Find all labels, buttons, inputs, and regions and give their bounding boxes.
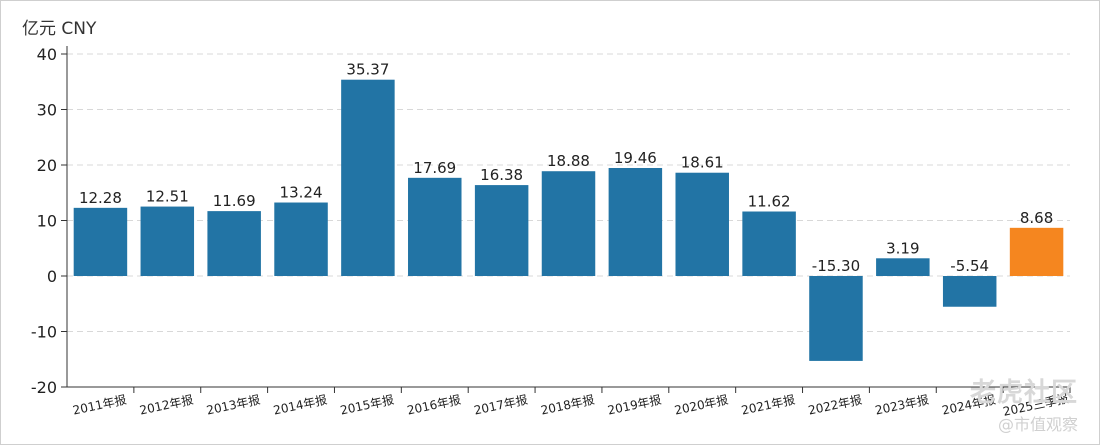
bar-2013年报 [207, 211, 261, 276]
bar-2011年报 [73, 207, 128, 276]
x-tick-label: 2018年报 [539, 392, 595, 418]
data-label: -5.54 [950, 257, 989, 275]
data-label: 13.24 [280, 184, 323, 202]
data-label: 12.28 [79, 189, 122, 207]
data-labels: 12.28 12.51 11.69 13.24 35.37 17.69 16.38 18.88… [79, 61, 1053, 275]
x-tick-label: 2017年报 [472, 392, 528, 418]
bar-2025三季报 [1009, 227, 1064, 276]
watermark-main: 老虎社区 [969, 378, 1078, 408]
y-tick-label: -20 [31, 378, 57, 397]
bar-2018年报 [541, 171, 596, 276]
data-label: 8.68 [1020, 209, 1053, 227]
bars [73, 79, 1064, 361]
bar-2020年报 [675, 172, 729, 276]
x-tick-label: 2019年报 [606, 392, 662, 418]
x-tick-label: 2023年报 [874, 392, 930, 418]
bar-2015年报 [341, 79, 395, 276]
data-label: 35.37 [346, 61, 389, 79]
x-tick-label: 2014年报 [272, 392, 328, 418]
y-tick-label: 0 [47, 267, 57, 286]
bar-2012年报 [140, 206, 195, 276]
data-label: 11.69 [213, 192, 256, 210]
bar-2017年报 [474, 185, 529, 276]
data-label: 19.46 [614, 149, 657, 167]
x-tick-label: 2011年报 [71, 392, 127, 418]
bar-2016年报 [408, 177, 462, 276]
x-tick-label: 2021年报 [740, 392, 796, 418]
y-tick-label: 10 [37, 212, 57, 231]
x-tick-label: 2012年报 [138, 392, 194, 418]
data-label: 12.51 [146, 188, 189, 206]
data-label: 18.61 [681, 154, 724, 172]
bar-2021年报 [742, 211, 796, 276]
data-label: -15.30 [812, 257, 860, 275]
y-tick-label: -10 [31, 323, 57, 342]
x-tick-label: 2020年报 [673, 392, 729, 418]
data-label: 17.69 [413, 159, 456, 177]
x-tick-label: 2013年报 [205, 392, 261, 418]
x-tick-label: 2016年报 [406, 392, 462, 418]
data-label: 11.62 [748, 193, 791, 211]
data-label: 3.19 [886, 239, 919, 257]
data-label: 18.88 [547, 152, 590, 170]
bar-2019年报 [608, 167, 663, 276]
watermark-sub: @市值观察 [997, 415, 1078, 434]
bar-2023年报 [876, 258, 930, 276]
bar-2014年报 [274, 202, 328, 276]
bar-2022年报 [809, 276, 863, 361]
y-tick-label: 40 [37, 45, 57, 64]
y-tick-label: 30 [37, 101, 57, 120]
bar-2024年报 [942, 276, 997, 307]
x-tick-label: 2022年报 [807, 392, 863, 418]
data-label: 16.38 [480, 166, 523, 184]
unit-label: 亿元 CNY [22, 19, 97, 39]
x-tick-label: 2015年报 [339, 392, 395, 418]
y-tick-label: 20 [37, 156, 57, 175]
